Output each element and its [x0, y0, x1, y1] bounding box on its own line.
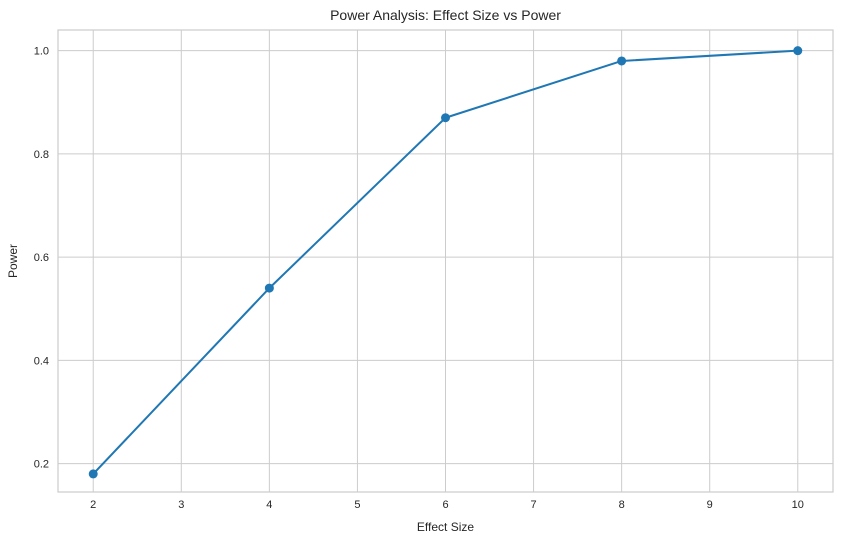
- x-tick-label: 8: [619, 499, 625, 511]
- x-tick-label: 7: [531, 499, 537, 511]
- y-tick-label: 0.6: [34, 252, 49, 264]
- x-axis-label: Effect Size: [416, 520, 475, 534]
- data-point: [264, 283, 274, 293]
- x-tick-label: 3: [178, 499, 184, 511]
- x-tick-label: 2: [90, 499, 96, 511]
- y-tick-label: 0.4: [34, 355, 49, 367]
- y-tick-label: 1.0: [34, 46, 49, 58]
- x-tick-label: 10: [792, 499, 804, 511]
- y-tick-label: 0.8: [34, 149, 49, 161]
- x-tick-label: 6: [442, 499, 448, 511]
- chart-title: Power Analysis: Effect Size vs Power: [330, 7, 561, 23]
- x-tick-label: 9: [707, 499, 713, 511]
- y-tick-label: 0.2: [34, 459, 49, 471]
- x-tick-label: 4: [266, 499, 272, 511]
- data-point: [793, 46, 803, 56]
- data-point: [88, 469, 98, 479]
- plot-border: [57, 29, 834, 493]
- data-point: [441, 113, 450, 123]
- x-tick-label: 5: [354, 499, 360, 511]
- y-axis-label: Power: [6, 244, 20, 279]
- data-point: [617, 56, 627, 66]
